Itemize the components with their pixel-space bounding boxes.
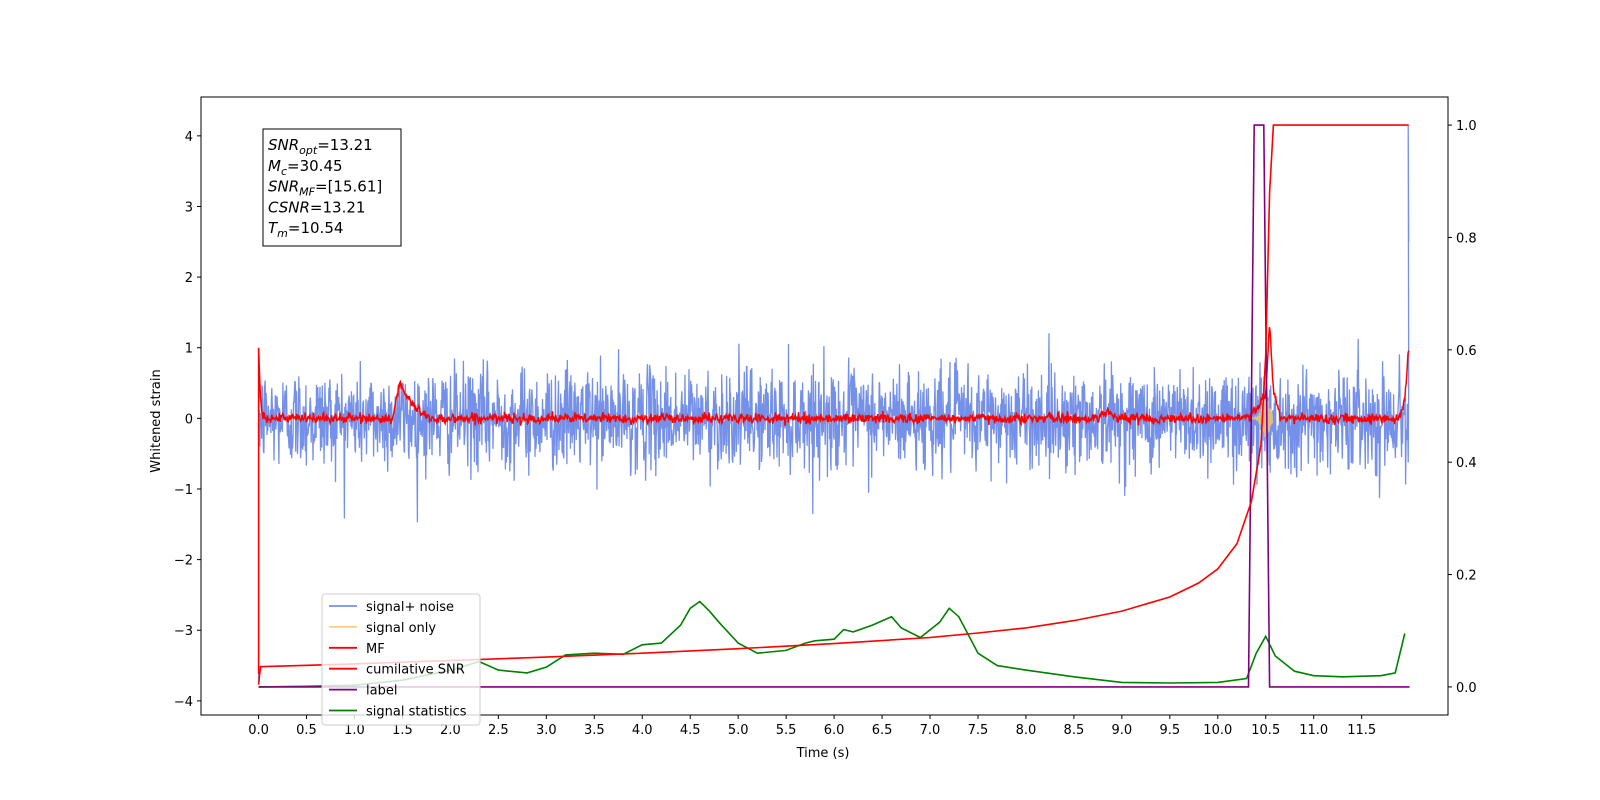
plot-frame	[200, 96, 1449, 716]
x-tick-label: 0.0	[248, 723, 269, 738]
x-tick-label: 1.0	[344, 723, 365, 738]
series-signal-only	[1251, 398, 1274, 438]
legend-label: signal only	[366, 621, 436, 636]
x-tick-label: 10.5	[1251, 723, 1280, 738]
legend-label: signal+ noise	[366, 600, 454, 615]
y-tick-label: 0	[185, 412, 193, 427]
y-tick-label: −3	[174, 624, 193, 639]
x-tick-label: 1.5	[392, 723, 413, 738]
y2-tick-label: 0.4	[1456, 456, 1477, 471]
y2-tick-label: 0.0	[1456, 681, 1477, 696]
x-tick-label: 5.5	[776, 723, 797, 738]
annotation-line: CSNR=13.21	[268, 198, 365, 216]
series-layer	[257, 124, 1410, 688]
x-tick-label: 8.5	[1064, 723, 1085, 738]
x-tick-label: 4.0	[632, 723, 653, 738]
annotation-box: SNRopt=13.21Mc=30.45SNRMF=[15.61]CSNR=13…	[262, 128, 402, 247]
y2-tick-label: 1.0	[1456, 119, 1477, 134]
x-tick-label: 0.5	[296, 723, 317, 738]
legend-label: MF	[366, 642, 385, 657]
x-tick-label: 3.0	[536, 723, 557, 738]
x-tick-label: 3.5	[584, 723, 605, 738]
y-tick-label: −4	[174, 695, 193, 710]
y-tick-label: −1	[174, 483, 193, 498]
series-cumulative-snr	[257, 124, 1409, 685]
x-tick-label: 2.5	[488, 723, 509, 738]
y2-tick-label: 0.6	[1456, 344, 1477, 359]
legend-label: signal statistics	[366, 705, 467, 720]
series-label	[258, 124, 1410, 688]
legend-label: label	[366, 684, 397, 699]
x-axis: 0.0 0.5 1.0 1.5 2.0 2.5 3.0 3.5 4.0 4.5 5.0 5.5 6.0 6…	[248, 715, 1376, 738]
y-axis-left: −4 −3 −2 −1 0 1 2 3 4	[174, 130, 201, 710]
x-tick-label: 9.0	[1112, 723, 1133, 738]
x-tick-label: 5.0	[728, 723, 749, 738]
y-tick-label: −2	[174, 554, 193, 569]
y-tick-label: 1	[185, 342, 193, 357]
x-tick-label: 11.5	[1347, 723, 1376, 738]
series-mf	[257, 326, 1410, 674]
annotation-line: Tm=10.54	[268, 219, 343, 240]
y-tick-label: 2	[185, 271, 193, 286]
legend: signal+ noise signal only MF cumilative SNR…	[321, 593, 481, 726]
x-tick-label: 9.5	[1159, 723, 1180, 738]
y-tick-label: 4	[185, 130, 193, 145]
annotation-line: SNRopt=13.21	[268, 136, 373, 157]
x-tick-label: 11.0	[1299, 723, 1328, 738]
x-tick-label: 10.0	[1203, 723, 1232, 738]
legend-frame	[321, 593, 481, 726]
x-axis-label: Time (s)	[796, 746, 850, 761]
legend-label: cumilative SNR	[366, 663, 465, 678]
x-tick-label: 6.5	[872, 723, 893, 738]
annotation-line: SNRMF=[15.61]	[268, 178, 382, 199]
x-tick-label: 2.0	[440, 723, 461, 738]
series-signal-statistics	[258, 600, 1406, 688]
x-tick-label: 7.0	[920, 723, 941, 738]
x-tick-label: 8.0	[1016, 723, 1037, 738]
y2-tick-label: 0.8	[1456, 231, 1477, 246]
annotation-line: Mc=30.45	[268, 157, 343, 178]
y2-tick-label: 0.2	[1456, 569, 1477, 584]
x-tick-label: 7.5	[968, 723, 989, 738]
y-axis-right: 0.0 0.2 0.4 0.6 0.8 1.0	[1448, 119, 1477, 696]
annotation-frame	[262, 128, 402, 247]
y-axis-label: Whitened strain	[149, 369, 164, 472]
y-tick-label: 3	[185, 200, 193, 215]
x-tick-label: 4.5	[680, 723, 701, 738]
x-tick-label: 6.0	[824, 723, 845, 738]
